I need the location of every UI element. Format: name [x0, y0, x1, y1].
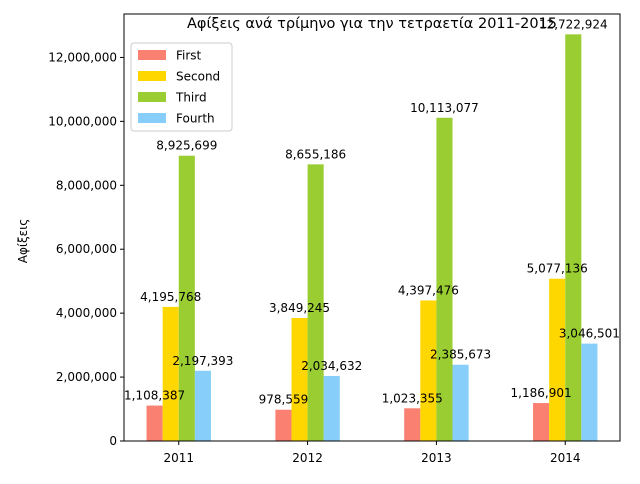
legend-swatch [138, 50, 166, 60]
legend-swatch [138, 71, 166, 81]
bar-second-2014 [549, 278, 566, 441]
legend: First Second Third Fourth [130, 42, 233, 132]
bar-value-label: 1,186,901 [511, 386, 572, 400]
x-axis-ticks: 2011 2012 2013 2014 [163, 441, 581, 465]
bar-fourth-2011 [194, 370, 211, 441]
bar-third-2011 [178, 155, 195, 441]
legend-label: Second [176, 70, 220, 84]
bar-value-label: 1,108,387 [124, 389, 185, 403]
x-tick-label: 2011 [163, 451, 194, 465]
bar-first-2012 [275, 409, 292, 441]
chart-title: Αφίξεις ανά τρίμηνο για την τετραετία 20… [187, 16, 557, 32]
legend-label: Fourth [176, 112, 215, 126]
bar-value-label: 3,849,245 [269, 301, 330, 315]
bar-second-2013 [420, 300, 437, 441]
bar-fourth-2013 [452, 364, 469, 441]
bar-value-label: 8,925,699 [156, 139, 217, 153]
data-labels-group: 1,108,387 978,559 1,023,355 1,186,901 4,195,… [124, 17, 620, 406]
bar-first-2013 [404, 408, 421, 441]
bar-value-label: 12,722,924 [539, 17, 608, 31]
y-axis-ticks: 0 2,000,000 4,000,000 6,000,000 8,000,000 10,… [48, 50, 124, 448]
bar-value-label: 8,655,186 [285, 147, 346, 161]
y-tick-label: 8,000,000 [56, 178, 117, 192]
bar-value-label: 978,559 [259, 393, 309, 407]
bar-first-2011 [146, 405, 163, 441]
bar-value-label: 2,385,673 [430, 348, 491, 362]
bars-group [146, 34, 598, 442]
x-tick-label: 2012 [292, 451, 323, 465]
bar-value-label: 1,023,355 [382, 391, 443, 405]
x-tick-label: 2013 [421, 451, 452, 465]
bar-fourth-2012 [323, 375, 340, 441]
legend-label: Third [175, 91, 207, 105]
bar-fourth-2014 [581, 343, 598, 441]
bar-value-label: 10,113,077 [410, 101, 479, 115]
y-tick-label: 4,000,000 [56, 306, 117, 320]
bar-first-2014 [533, 403, 550, 441]
y-tick-label: 10,000,000 [48, 114, 117, 128]
bar-value-label: 3,046,501 [559, 327, 620, 341]
y-axis-label: Αφίξεις [16, 219, 30, 263]
bar-value-label: 4,397,476 [398, 283, 459, 297]
bar-second-2011 [162, 306, 179, 441]
legend-swatch [138, 92, 166, 102]
bar-value-label: 5,077,136 [527, 262, 588, 276]
bar-third-2012 [307, 164, 324, 441]
bar-value-label: 2,034,632 [301, 359, 362, 373]
y-tick-label: 6,000,000 [56, 242, 117, 256]
y-tick-label: 0 [109, 434, 117, 448]
legend-label: First [176, 49, 202, 63]
bar-value-label: 4,195,768 [140, 290, 201, 304]
bar-value-label: 2,197,393 [172, 354, 233, 368]
bar-second-2012 [291, 317, 308, 441]
y-tick-label: 2,000,000 [56, 370, 117, 384]
legend-box [130, 42, 233, 132]
bar-third-2014 [565, 34, 582, 442]
legend-swatch [138, 113, 166, 123]
plot-area-frame [123, 13, 621, 442]
y-tick-label: 12,000,000 [48, 50, 117, 64]
bar-third-2013 [436, 117, 453, 441]
x-tick-label: 2014 [550, 451, 581, 465]
